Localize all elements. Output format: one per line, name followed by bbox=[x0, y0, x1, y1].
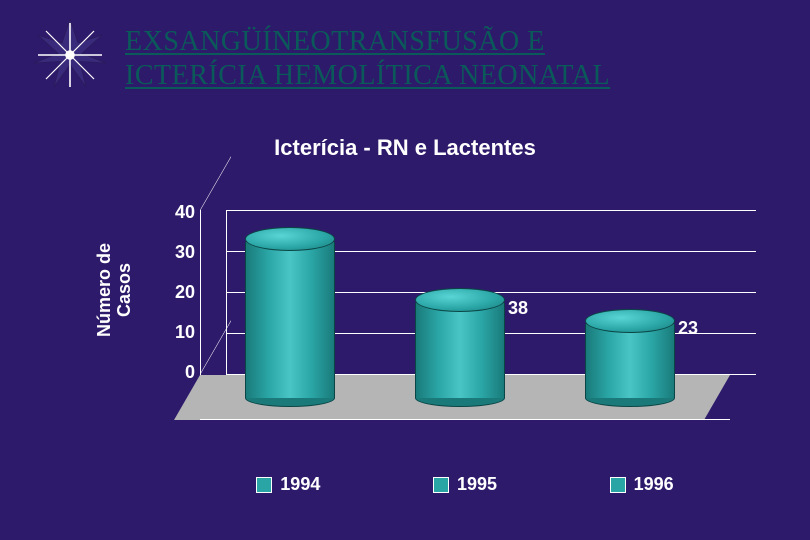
y-axis-title: Número de Casos bbox=[95, 230, 135, 350]
cyl-body bbox=[245, 242, 335, 398]
slide-title: EXSANGÜÍNEOTRANSFUSÃO E ICTERÍCIA HEMOLÍ… bbox=[125, 25, 610, 92]
axis-line bbox=[200, 210, 201, 375]
slide-title-line2: ICTERÍCIA HEMOLÍTICA NEONATAL bbox=[125, 60, 610, 91]
slide-title-line1: EXSANGÜÍNEOTRANSFUSÃO E bbox=[125, 26, 545, 57]
cyl-top bbox=[245, 227, 335, 251]
legend-label: 1996 bbox=[634, 474, 674, 495]
value-text: 23 bbox=[678, 318, 698, 338]
chart-title: Icterícia - RN e Lactentes bbox=[0, 135, 810, 161]
cyl-body bbox=[415, 303, 505, 398]
cyl-top bbox=[585, 309, 675, 333]
legend-swatch bbox=[256, 477, 272, 493]
y-tick-40: 40 bbox=[165, 202, 195, 223]
legend-item-1994: 1994 bbox=[256, 474, 320, 495]
cyl-body bbox=[585, 324, 675, 398]
legend-swatch bbox=[433, 477, 449, 493]
cyl-top bbox=[415, 288, 505, 312]
legend-item-1996: 1996 bbox=[610, 474, 674, 495]
y-tick-0: 0 bbox=[165, 362, 195, 383]
axis-line bbox=[200, 419, 730, 420]
axis-line bbox=[226, 210, 227, 375]
axis-line bbox=[200, 156, 231, 211]
legend-swatch bbox=[610, 477, 626, 493]
value-text: 38 bbox=[508, 298, 528, 318]
legend-label: 1995 bbox=[457, 474, 497, 495]
legend-item-1995: 1995 bbox=[433, 474, 497, 495]
chart-legend: 1994 1995 1996 bbox=[200, 474, 730, 495]
y-tick-20: 20 bbox=[165, 282, 195, 303]
grid-line bbox=[226, 210, 756, 211]
y-tick-30: 30 bbox=[165, 242, 195, 263]
chart-area: Número de Casos 40 30 20 10 0 38 bbox=[70, 190, 750, 480]
legend-label: 1994 bbox=[280, 474, 320, 495]
star-bullet-icon bbox=[30, 15, 110, 95]
plot-area: 38 23 bbox=[200, 200, 730, 420]
y-tick-10: 10 bbox=[165, 322, 195, 343]
